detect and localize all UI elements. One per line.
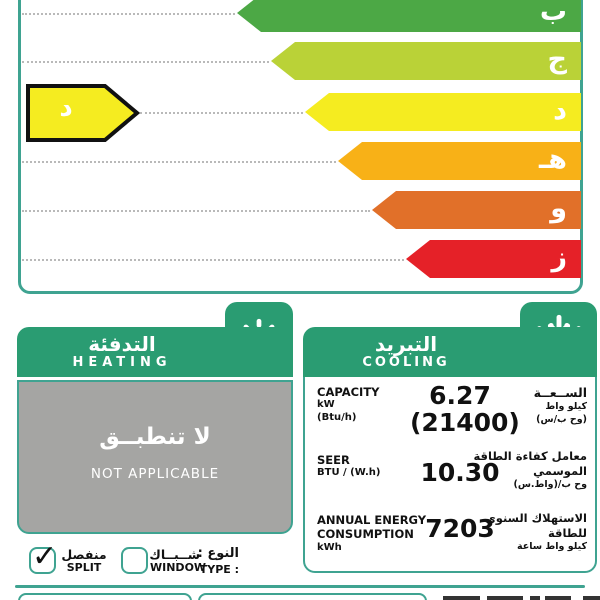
annual-value: 7203 [425,514,495,543]
grade-dotline-b [22,13,235,15]
rating-bar-letter: ب [539,0,567,27]
logo-stub-2 [487,596,523,600]
annual-label-ar: الاستهلاك السنوي للطاقة كيلو واط ساعة [485,511,587,553]
split-label-ar: منفصل [61,547,107,562]
logo-stub-3 [530,596,540,600]
rating-bar-b: ب [237,0,581,32]
rating-bar-h: هـ [338,142,581,180]
capacity-unit-ar2: (وح ب/س) [536,413,587,425]
seer-unit-ar: وح ب/(واط.س) [513,478,587,490]
rating-bar-z: ز [406,240,581,278]
annual-label-ar-line2: للطاقة [547,525,587,540]
rating-bar-letter: ز [551,241,567,273]
grade-dotline-w [22,210,370,212]
grade-dotline-j [22,61,269,63]
type-label-ar: النوع : [197,546,239,561]
capacity-unit-btu: (Btu/h) [317,411,357,423]
logo-stub-5 [583,596,600,600]
logo-stub-4 [545,596,571,600]
rating-bar-d: د [305,93,581,131]
type-label-en: TYPE : [199,562,239,576]
type-label: النوع : TYPE : [197,546,239,577]
window-label-ar: شــبــاك [149,547,200,562]
split-label-en: SPLIT [66,561,102,575]
seer-unit: BTU / (W.h) [317,467,381,479]
capacity-label-en: CAPACITY kW (Btu/h) [317,385,380,424]
rating-bar-letter: هـ [539,143,567,175]
rating-bar-letter: ج [547,43,567,75]
heating-status-en: NOT APPLICABLE [90,466,220,482]
heating-title-ar: التدفئة [88,332,156,357]
cooling-header: التبريد COOLING [303,327,597,377]
capacity-value: 6.27 (21400) [410,381,520,437]
rating-indicator-arrow: د [26,84,141,142]
cooling-title-en: COOLING [362,355,450,371]
cooling-body: CAPACITY kW (Btu/h) 6.27 (21400) الســعـ… [303,377,597,573]
split-option-label: منفصل SPLIT [60,547,108,575]
rating-bar-letter: د [553,94,567,126]
seer-label-ar: معامل كفاءة الطاقة الموسمي وح ب/(واط.س) [427,449,587,491]
heating-body: لا تنطبــق NOT APPLICABLE [17,380,293,534]
indicator-arrow-shape [26,84,141,142]
rating-bar-j: ج [271,42,581,80]
window-checkbox[interactable] [121,547,148,574]
capacity-unit-kw: kW [317,399,335,411]
capacity-label-ar: الســعــة كيلو واط (وح ب/س) [534,385,587,426]
capacity-unit-ar1: كيلو واط [545,401,587,413]
capacity-value-btu: (21400) [410,408,520,437]
seer-label: SEER [317,453,350,467]
annual-label-en: ANNUAL ENERGY CONSUMPTION kWh [317,513,426,554]
split-checkbox[interactable]: ✓ [29,539,57,574]
rating-bar-w: و [372,191,581,229]
seer-label-ar-main: معامل كفاءة الطاقة الموسمي [473,449,587,478]
heating-header: التدفئة HEATING [17,327,293,377]
capacity-label-ar-main: الســعــة [533,385,587,400]
capacity-label: CAPACITY [317,385,380,399]
annual-label-line2: CONSUMPTION [317,527,414,542]
heating-status-ar: لا تنطبــق [99,424,211,450]
rating-bar-letter: و [550,192,567,224]
seer-label-en: SEER BTU / (W.h) [317,453,380,480]
logo-stub-1 [443,596,480,600]
annual-label-ar-line1: الاستهلاك السنوي [485,511,587,525]
bottom-box-right [198,593,427,600]
annual-unit: kWh [317,541,342,553]
grade-dotline-h [22,161,336,163]
indicator-letter: د [59,93,73,123]
cooling-title-ar: التبريد [374,332,438,357]
heating-title-en: HEATING [72,355,172,371]
window-label-en: WINDOW [150,561,207,575]
annual-unit-ar: كيلو واط ساعة [516,540,587,552]
window-option-label: شــبــاك WINDOW [149,547,207,575]
bottom-box-left [18,593,192,600]
split-checkmark-icon: ✓ [32,539,58,574]
bottom-divider [15,585,585,588]
grade-dotline-z [22,259,404,261]
capacity-value-kw: 6.27 [429,381,491,410]
annual-label-line1: ANNUAL ENERGY [317,513,427,527]
seer-value: 10.30 [420,458,500,487]
grade-dotline-d [140,112,303,114]
